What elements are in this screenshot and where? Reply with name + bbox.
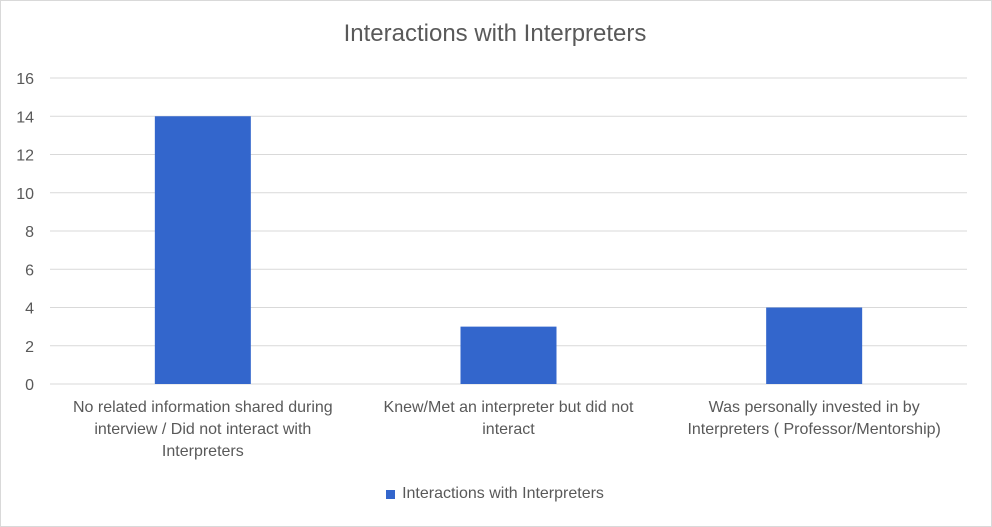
chart-title: Interactions with Interpreters: [343, 20, 647, 47]
y-tick-label: 10: [16, 186, 34, 203]
y-tick-label: 0: [25, 377, 34, 394]
x-category-label: No related information shared during int…: [72, 399, 333, 460]
y-tick-label: 16: [16, 71, 34, 88]
y-tick-label: 6: [25, 262, 34, 279]
bar: [766, 307, 863, 384]
y-tick-label: 4: [25, 301, 34, 318]
x-category-label: Knew/Met an interpreter but did not inte…: [383, 399, 634, 438]
legend-label: Interactions with Interpreters: [402, 485, 604, 502]
legend-swatch: [386, 489, 396, 499]
bar: [154, 116, 251, 384]
y-tick-label: 12: [16, 148, 34, 165]
bar: [460, 326, 557, 384]
y-tick-label: 2: [25, 339, 34, 356]
chart-legend: Interactions with Interpreters: [0, 485, 990, 503]
y-tick-label: 8: [25, 224, 34, 241]
y-tick-label: 14: [16, 109, 34, 126]
x-category-label: Was personally invested in by Interprete…: [687, 399, 941, 438]
